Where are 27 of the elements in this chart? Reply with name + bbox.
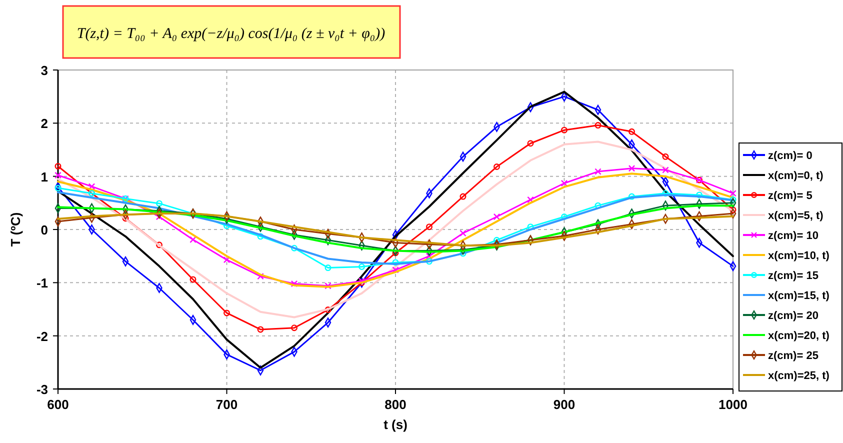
y-tick-label: 2 [40,116,48,132]
legend-label: z(cm)= 0 [768,150,812,162]
legend-label: z(cm)= 15 [768,270,818,282]
y-axis-title: T (ºC) [8,212,23,247]
x-tick-label: 700 [216,397,238,412]
x-tick-label: 900 [553,397,576,412]
y-tick-label: 1 [40,169,48,184]
y-tick-label: 3 [40,63,48,78]
legend-label: x(cm)=20, t) [768,330,830,342]
legend-label: z(cm)= 10 [768,230,818,242]
x-tick-label: 600 [47,397,69,412]
legend-label: x(cm)=25, t) [768,370,830,382]
legend-label: z(cm)= 5 [768,190,812,202]
legend-label: x(cm)=15, t) [768,290,830,302]
legend-label: z(cm)= 20 [768,310,818,322]
x-tick-label: 800 [384,397,406,412]
legend-label: x(cm)=0, t) [768,170,824,182]
y-tick-label: -1 [36,276,48,291]
x-axis-title: t (s) [384,417,408,432]
y-tick-label: -3 [36,382,48,397]
legend-label: x(cm)=5, t) [768,210,824,222]
legend-label: z(cm)= 25 [768,350,818,362]
chart-title: T(z,t) = T₀₀ + A₀ exp(−z/μ₀) cos(1/μ₀ (z ± v₀t + φ₀)) [76,26,386,42]
legend-label: x(cm)=10, t) [768,250,830,262]
y-tick-label: -2 [36,328,48,344]
x-tick-label: 1000 [718,397,748,412]
y-tick-label: 0 [40,222,48,238]
